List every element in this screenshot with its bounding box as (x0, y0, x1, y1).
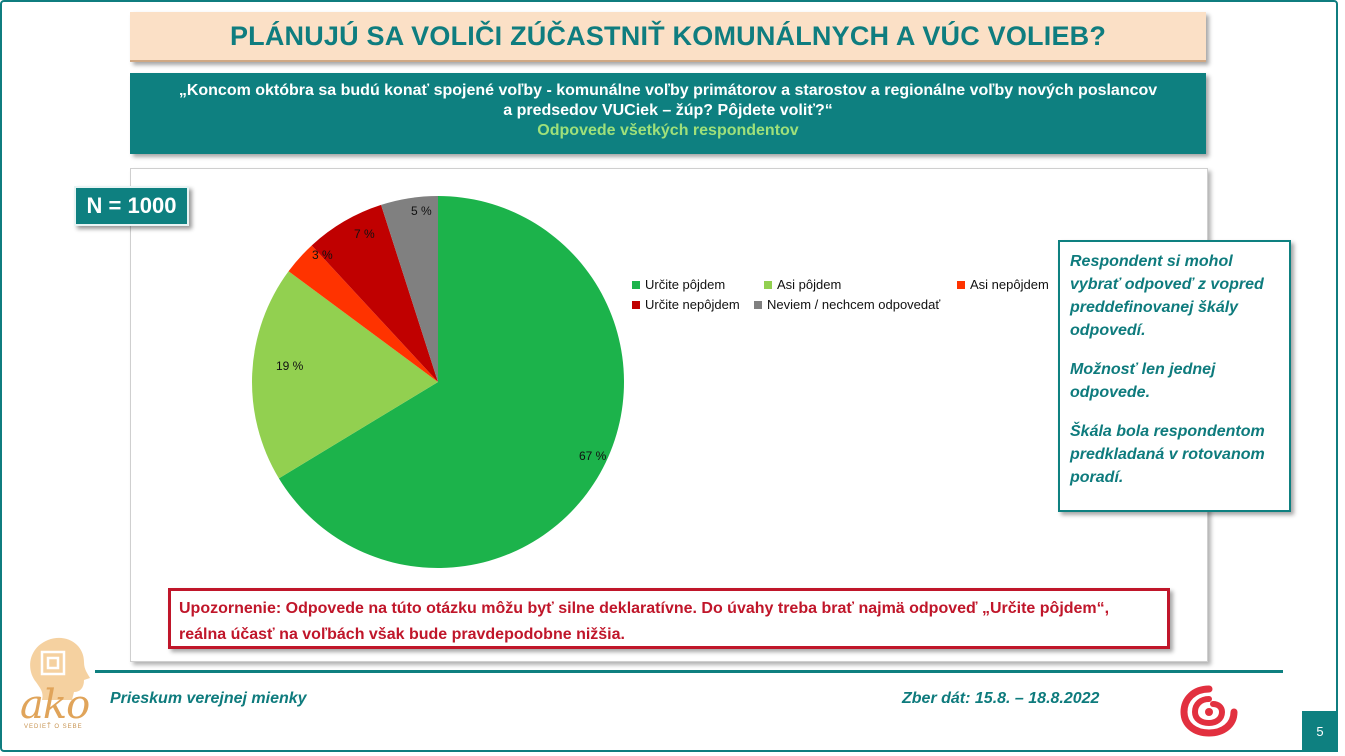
methodology-note: Respondent si mohol vybrať odpoveď z vop… (1058, 240, 1291, 512)
sample-size-badge: N = 1000 (74, 186, 189, 226)
legend-swatch (632, 280, 640, 289)
legend-item: Asi pôjdem (764, 277, 841, 292)
legend-label: Určite nepôjdem (645, 297, 740, 312)
footer-date-range: Zber dát: 15.8. – 18.8.2022 (902, 690, 1100, 707)
ako-head-logo-icon (30, 637, 90, 700)
page-number: 5 (1302, 711, 1338, 752)
question-box: „Koncom októbra sa budú konať spojené vo… (130, 73, 1206, 154)
question-line-1: „Koncom októbra sa budú konať spojené vo… (178, 82, 1158, 99)
note-paragraph-1: Respondent si mohol vybrať odpoveď z vop… (1070, 253, 1264, 339)
pie-chart: 67 % 19 % 3 % 7 % 5 % (252, 196, 624, 568)
legend-item: Určite nepôjdem (632, 297, 740, 312)
warning-box: Upozornenie: Odpovede na túto otázku môž… (168, 588, 1170, 649)
legend-item: Určite pôjdem (632, 277, 725, 292)
slide-title: PLÁNUJÚ SA VOLIČI ZÚČASTNIŤ KOMUNÁLNYCH … (130, 12, 1206, 62)
question-subtitle: Odpovede všetkých respondentov (537, 122, 799, 139)
legend-label: Asi nepôjdem (970, 277, 1049, 292)
legend-swatch (957, 280, 965, 289)
pie-slice (288, 245, 438, 382)
slice-data-label: 7 % (354, 227, 375, 241)
note-paragraph-2: Možnosť len jednej odpovede. (1070, 361, 1216, 401)
legend-item: Neviem / nechcem odpovedať (754, 297, 940, 312)
legend-label: Určite pôjdem (645, 277, 726, 292)
slice-data-label: 3 % (312, 248, 333, 262)
pie-slice (381, 196, 438, 382)
pie-slice (252, 271, 438, 479)
pie-slice (311, 204, 438, 382)
ako-logo-word: ako (20, 682, 90, 728)
legend-label: Asi pôjdem (777, 277, 842, 292)
slice-data-label: 19 % (276, 359, 304, 373)
ako-logo-tagline: VEDIEŤ O SEBE (24, 724, 83, 730)
slice-data-label: 5 % (411, 204, 432, 218)
legend-label: Neviem / nechcem odpovedať (767, 297, 941, 312)
question-line-2: a predsedov VUCiek – žúp? Pôjdete voliť?… (503, 102, 833, 119)
legend-swatch (764, 280, 772, 289)
note-paragraph-3: Škála bola respondentom predkladaná v ro… (1070, 423, 1265, 486)
footer-divider (95, 670, 1283, 673)
slice-data-label: 67 % (579, 449, 607, 463)
government-logo-icon (1180, 685, 1238, 737)
legend-swatch (754, 300, 762, 309)
legend-swatch (632, 300, 640, 309)
footer-survey-label: Prieskum verejnej mienky (110, 690, 307, 707)
legend-item: Asi nepôjdem (957, 277, 1049, 292)
pie-slice (278, 196, 624, 568)
